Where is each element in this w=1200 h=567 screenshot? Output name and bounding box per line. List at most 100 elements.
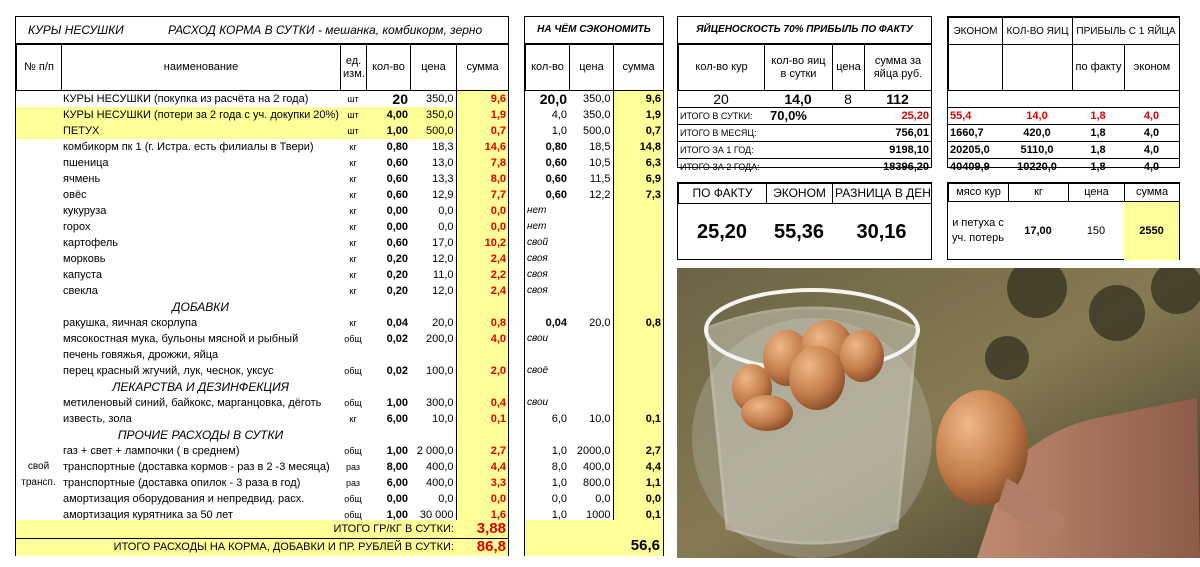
save-row: 8,0 400,0 4,4: [525, 459, 663, 475]
save-qty: [525, 379, 569, 395]
feed-row: морковь кг 0,20 12,0 2,4: [16, 251, 508, 267]
row-qty: [366, 347, 410, 363]
meat-header-price: цена: [1068, 183, 1125, 202]
row-unit: кг: [349, 206, 357, 216]
row-unit: [340, 427, 366, 443]
row-name: амортизация оборудования и непредвид. ра…: [63, 493, 305, 505]
egg-bucket-icon: [677, 268, 1200, 558]
econ-fact: 1,8: [1090, 127, 1106, 139]
save-sum: [612, 395, 663, 411]
row-side: [16, 171, 61, 187]
save-row: [525, 347, 663, 363]
row-side: [16, 491, 61, 507]
save-qty: 1,0: [551, 445, 567, 457]
row-unit: кг: [349, 318, 357, 328]
meat-header-name: мясо кур: [948, 183, 1009, 202]
save-price: [569, 203, 613, 219]
row-price: 2 000,0: [416, 445, 454, 457]
econ-body: 55,4 14,0 1,8 4,0 1660,7 420,0 1,8 4,0 20205,0 51…: [948, 107, 1179, 175]
row-sum: 0,7: [455, 123, 508, 139]
save-qty: [525, 427, 569, 443]
yield-main-row: 20 14,0 8 112: [678, 91, 931, 107]
row-qty: 1,00: [386, 397, 408, 409]
save-table: НА ЧЁМ СЭКОНОМИТЬ кол-во цена сумма 20,0…: [524, 16, 664, 556]
save-qty: своя: [527, 253, 548, 264]
econ-value: 40409,9: [950, 161, 990, 173]
meat-kg: 17,00: [1024, 225, 1052, 237]
row-unit: общ: [344, 446, 362, 456]
row-price: 12,9: [432, 189, 454, 201]
save-sum: [612, 267, 663, 283]
save-qty: 1,0: [551, 509, 567, 521]
row-side: [16, 347, 61, 363]
econ-row: 1660,7 420,0 1,8 4,0: [948, 124, 1179, 142]
save-price: [569, 363, 613, 379]
row-side: [16, 219, 61, 235]
feed-row: ячмень кг 0,60 13,3 8,0: [16, 171, 508, 187]
row-name: морковь: [63, 253, 106, 265]
row-side: [16, 443, 61, 459]
save-price: [569, 283, 613, 299]
save-row: 0,60 12,2 7,3: [525, 187, 663, 203]
save-qty: своё: [527, 365, 549, 376]
econ-header: ЭКОНОМ КОЛ-ВО ЯИЦ ПРИБЫЛЬ С 1 ЯЙЦА по фа…: [948, 17, 1180, 91]
row-sum: 14,6: [455, 139, 508, 155]
save-qty: 0,04: [545, 317, 567, 329]
yield-header-eggs: кол-во яиц в сутки: [764, 44, 833, 91]
save-row: свои: [525, 331, 663, 347]
row-sum: [455, 379, 508, 395]
save-price: [569, 219, 613, 235]
feed-row: трансп. транспортные (доставка опилок - 3…: [16, 475, 508, 491]
save-header-price: цена: [569, 44, 614, 91]
row-unit: кг: [349, 270, 357, 280]
row-price: 100,0: [425, 365, 454, 377]
save-price: 1000: [586, 509, 611, 521]
header-unit: ед. изм.: [340, 44, 367, 91]
row-price: 0,0: [438, 205, 454, 217]
feed-row: ПЕТУХ шт 1,00 500,0 0,7: [16, 123, 508, 139]
save-qty: 0,0: [551, 493, 567, 505]
row-sum: 1,9: [455, 107, 508, 123]
row-name: кукуруза: [63, 205, 107, 217]
row-qty: 4,00: [386, 109, 408, 121]
feed-row: амортизация оборудования и непредвид. ра…: [16, 491, 508, 507]
row-unit: [340, 379, 366, 395]
save-price: 20,0: [589, 317, 611, 329]
row-sum: 2,4: [455, 251, 508, 267]
meat-sum: 2550: [1124, 202, 1179, 260]
row-section: ПРОЧИЕ РАСХОДЫ В СУТКИ: [117, 428, 284, 442]
save-row: 0,60 11,5 6,9: [525, 171, 663, 187]
row-side: [16, 427, 61, 443]
meat-price: 150: [1086, 225, 1106, 237]
feed-row: ПРОЧИЕ РАСХОДЫ В СУТКИ: [16, 427, 508, 443]
econ-table: ЭКОНОМ КОЛ-ВО ЯИЦ ПРИБЫЛЬ С 1 ЯЙЦА по фа…: [947, 16, 1180, 173]
save-qty: свой: [527, 237, 549, 248]
save-table-header: кол-во цена сумма: [525, 44, 664, 91]
row-name: транспортные (доставка кормов - раз в 2 …: [63, 461, 330, 473]
row-sum: 2,4: [455, 283, 508, 299]
feed-row: перец красный жгучий, лук, чеснок, уксус…: [16, 363, 508, 379]
econ-header-econ: ЭКОНОМ: [948, 17, 1003, 45]
feed-table-body: КУРЫ НЕСУШКИ (покупка из расчёта на 2 го…: [16, 91, 508, 523]
econ-value: 20205,0: [950, 144, 990, 156]
row-sum: 1,6: [455, 507, 508, 523]
row-price: 0,0: [438, 221, 454, 233]
econ-header-eggs: КОЛ-ВО ЯИЦ: [1002, 17, 1073, 45]
row-section: ДОБАВКИ: [172, 300, 229, 314]
row-side: [16, 379, 61, 395]
save-qty: своя: [527, 285, 548, 296]
row-qty: 0,80: [386, 141, 408, 153]
row-price: 350,0: [425, 109, 454, 121]
row-sum: 0,1: [455, 411, 508, 427]
row-name: перец красный жгучий, лук, чеснок, уксус: [63, 365, 274, 377]
save-qty: нет: [527, 205, 547, 216]
save-price: 18,5: [589, 141, 611, 153]
econ-value: 55,4: [950, 110, 972, 122]
yield-eggs: 14,0: [784, 91, 812, 107]
row-sum: 10,2: [455, 235, 508, 251]
save-qty: свои: [527, 333, 549, 344]
row-sum: 9,6: [455, 91, 508, 107]
row-qty: [366, 379, 410, 395]
save-price: [569, 379, 613, 395]
compare-fact-value: 25,20: [696, 221, 748, 243]
